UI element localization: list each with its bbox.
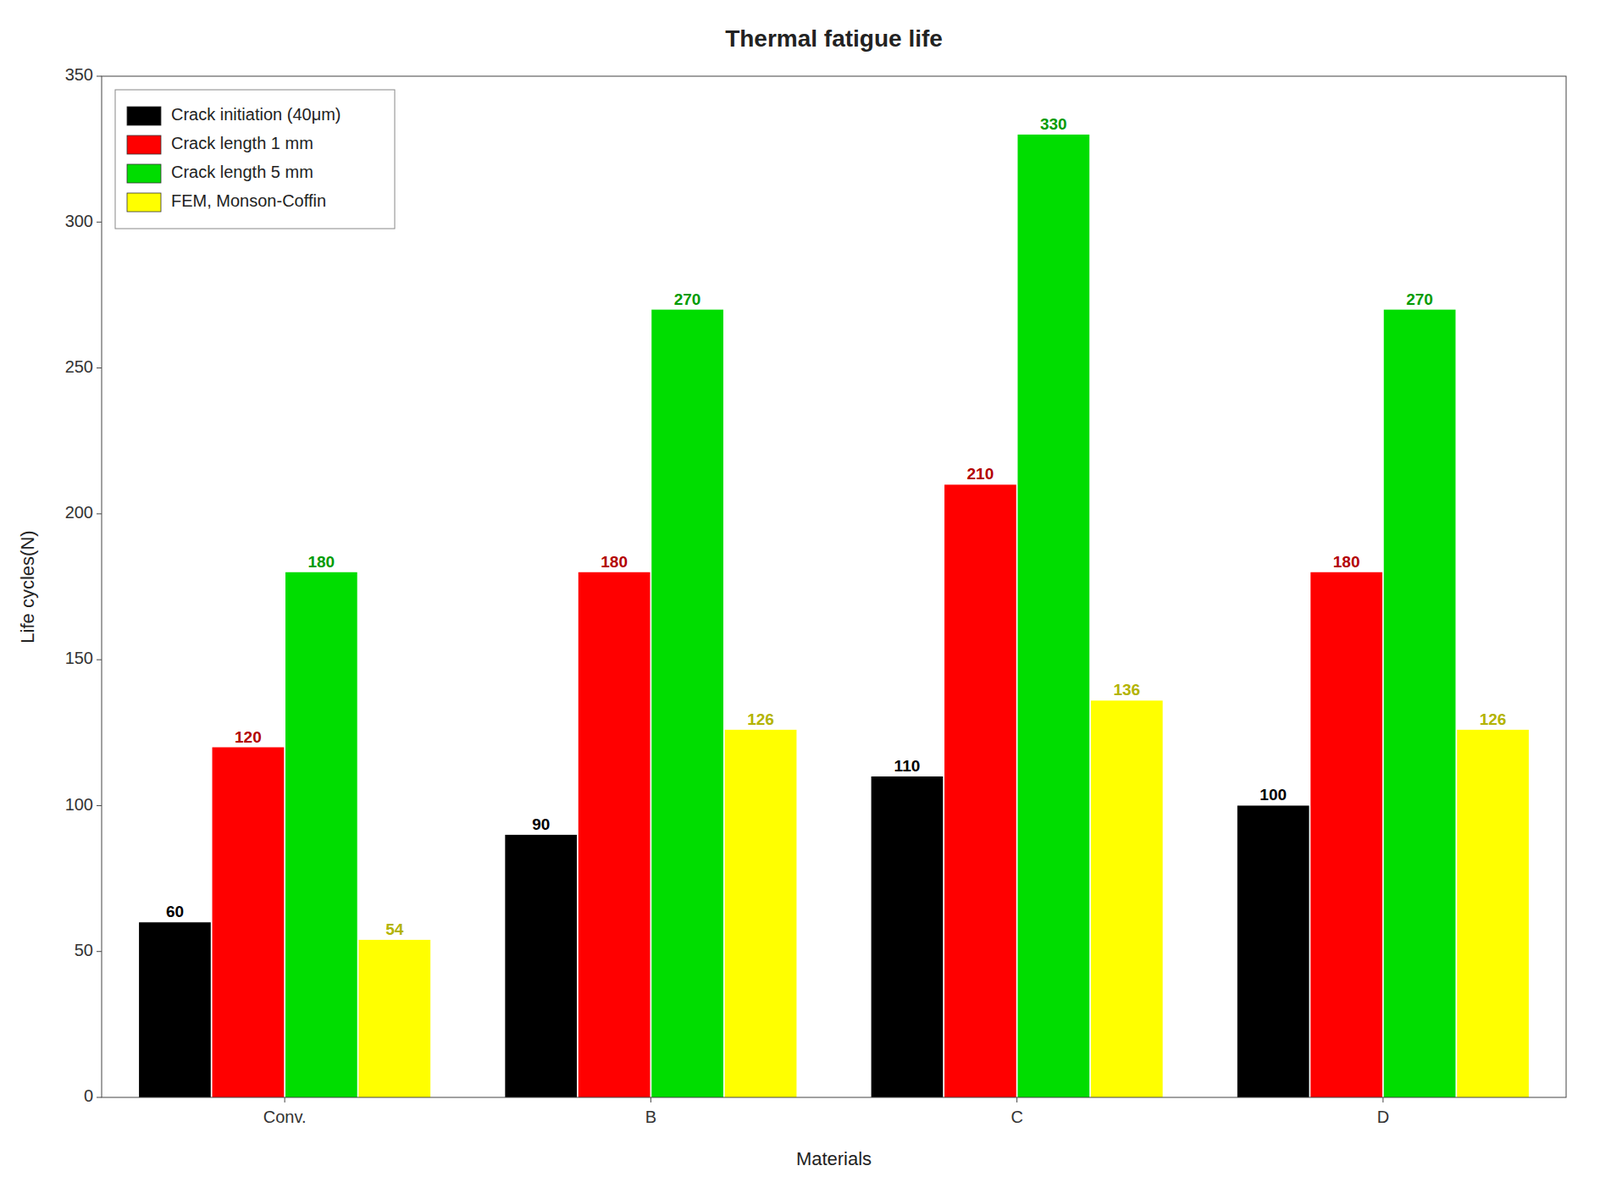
- legend-swatch: [127, 135, 161, 155]
- data-label: 270: [674, 290, 702, 309]
- bar: [944, 484, 1017, 1098]
- bar: [1310, 572, 1383, 1098]
- x-tick-label: Conv.: [263, 1107, 307, 1127]
- data-label: 136: [1112, 680, 1141, 699]
- data-label: 60: [166, 902, 184, 921]
- plot-frame: [101, 76, 1567, 1098]
- y-tick-label: 50: [74, 941, 94, 960]
- data-label: 110: [894, 757, 921, 776]
- y-axis-label: Life cycles(N): [16, 530, 39, 643]
- x-tick: [1382, 1097, 1384, 1103]
- legend-label: Crack initiation (40μm): [171, 105, 341, 124]
- y-tick-label: 150: [65, 648, 94, 668]
- x-tick-label: D: [1377, 1107, 1390, 1127]
- bar: [138, 922, 211, 1098]
- bar: [1456, 730, 1529, 1098]
- bar: [358, 940, 431, 1098]
- legend-swatch: [127, 106, 161, 126]
- data-label: 54: [385, 920, 405, 939]
- legend-label: Crack length 1 mm: [171, 133, 314, 153]
- y-tick: [96, 805, 102, 807]
- bar: [212, 747, 285, 1098]
- bars: [138, 134, 1529, 1098]
- bar: [1090, 700, 1163, 1098]
- bar: [725, 730, 798, 1098]
- legend: Crack initiation (40μm) Crack length 1 mm…: [115, 89, 395, 229]
- chart: 60 90 110 100 120 180 210 180 180 270 330 270 54 126 1…: [0, 0, 1600, 1199]
- y-tick-label: 0: [83, 1086, 94, 1106]
- legend-swatch: [127, 193, 161, 212]
- data-label: 120: [234, 728, 262, 747]
- title: Thermal fatigue life: [725, 25, 943, 52]
- bar: [285, 572, 358, 1098]
- data-label: 180: [600, 553, 628, 571]
- x-tick: [1016, 1097, 1018, 1103]
- data-label: 90: [531, 815, 550, 834]
- y-tick-label: 250: [65, 357, 94, 377]
- legend-frame: [115, 89, 395, 229]
- y-tick: [96, 513, 102, 515]
- x-tick: [650, 1097, 652, 1103]
- y-tick-label: 350: [65, 65, 94, 84]
- y-tick: [96, 951, 102, 953]
- legend-label: Crack length 5 mm: [171, 162, 314, 182]
- bar: [504, 835, 577, 1098]
- y-tick: [96, 367, 102, 369]
- y-tick: [96, 659, 102, 661]
- bar: [1017, 134, 1090, 1098]
- y-tick-label: 100: [65, 795, 94, 814]
- bar: [578, 572, 651, 1098]
- data-label: 180: [307, 553, 335, 571]
- data-label: 126: [1479, 710, 1507, 729]
- x-axis-label: Materials: [796, 1148, 872, 1170]
- data-label: 210: [967, 465, 995, 483]
- legend-label: FEM, Monson-Coffin: [171, 191, 327, 211]
- x-tick-label: C: [1010, 1107, 1023, 1127]
- x-tick: [284, 1097, 286, 1103]
- legend-swatch: [127, 164, 161, 183]
- data-label: 126: [747, 710, 775, 729]
- bar: [651, 310, 724, 1098]
- y-tick: [96, 76, 102, 78]
- y-tick: [96, 221, 102, 223]
- data-label: 100: [1259, 786, 1287, 804]
- bar: [871, 776, 944, 1098]
- y-tick: [96, 1097, 102, 1099]
- data-label: 330: [1040, 115, 1068, 133]
- bar: [1237, 805, 1310, 1098]
- y-tick-label: 200: [65, 503, 94, 522]
- x-tick-label: B: [645, 1107, 657, 1127]
- y-tick-label: 300: [65, 211, 94, 231]
- data-label: 270: [1406, 290, 1434, 309]
- bar: [1384, 310, 1457, 1098]
- data-label: 180: [1333, 553, 1361, 571]
